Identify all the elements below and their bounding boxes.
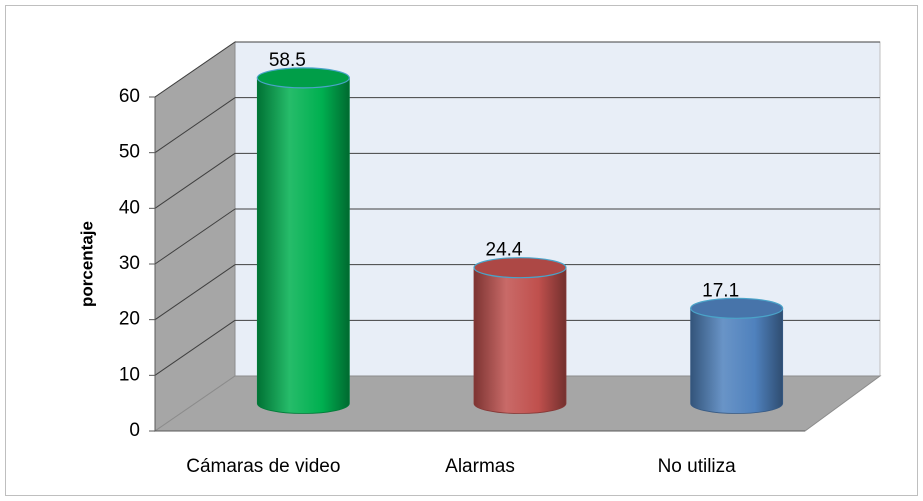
x-tick-label: Alarmas	[445, 456, 515, 477]
y-axis-label: porcentaje	[77, 221, 96, 307]
grid-line	[154, 152, 236, 209]
y-tick-label: 20	[119, 309, 140, 330]
y-tick-label: 50	[119, 142, 140, 163]
y-tick-label: 10	[119, 364, 140, 385]
cylinder-body	[473, 267, 567, 414]
cylinder-body	[256, 77, 350, 414]
grid-line	[154, 264, 236, 321]
value-label: 17.1	[702, 280, 739, 301]
grid-line	[154, 41, 236, 98]
value-label: 24.4	[486, 240, 523, 261]
cylinder-top	[690, 297, 784, 319]
cylinder-body	[690, 307, 784, 414]
y-tick-label: 40	[119, 197, 140, 218]
y-tick-label: 30	[119, 253, 140, 274]
value-label: 58.5	[269, 50, 306, 71]
cylinder-top	[473, 257, 567, 279]
y-tick-label: 0	[129, 420, 140, 441]
grid-line	[154, 97, 236, 154]
y-tick-label: 60	[119, 86, 140, 107]
x-tick-label: Cámaras de video	[186, 456, 340, 477]
grid-line	[154, 319, 236, 376]
grid-line	[154, 208, 236, 265]
x-tick-label: No utiliza	[658, 456, 737, 477]
cylinder-top	[256, 67, 350, 89]
